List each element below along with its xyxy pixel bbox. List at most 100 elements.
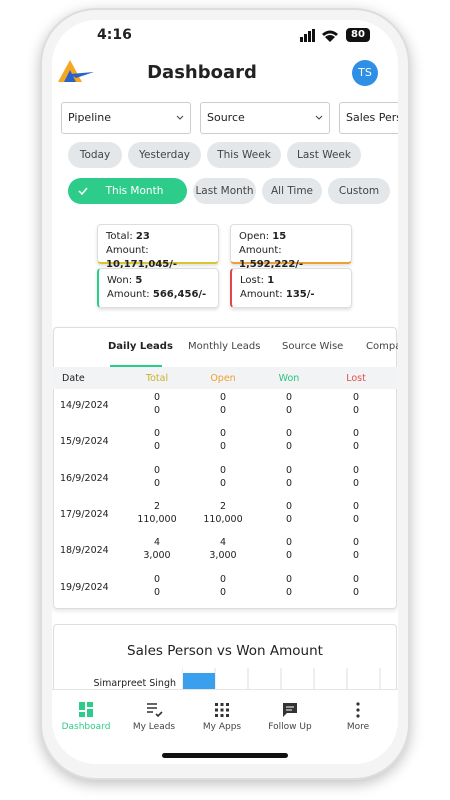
cell-count: 0 [153, 392, 161, 403]
cell-amount: 0 [219, 478, 227, 489]
cell-count: 0 [285, 501, 293, 512]
chip[interactable]: Today [68, 142, 122, 168]
cell-count: 0 [285, 574, 293, 585]
nav-label[interactable]: My Apps [202, 722, 242, 732]
card-text: Amount: [106, 245, 149, 256]
row-date: 15/9/2024 [60, 436, 109, 447]
row-date: 16/9/2024 [60, 473, 109, 484]
nav-icon-svg [283, 703, 297, 717]
nav-icon[interactable] [144, 700, 164, 720]
cell-amount: 0 [285, 587, 293, 598]
summary-card: Won: 5 Amount: 566,456/- [97, 268, 219, 308]
cell-amount: 0 [352, 478, 360, 489]
cell-amount: 0 [285, 405, 293, 416]
nav-label[interactable]: My Leads [132, 722, 176, 732]
row-date: 14/9/2024 [60, 400, 109, 411]
card-line: Open: 15 [239, 230, 343, 244]
battery: 80 [346, 28, 370, 42]
dropdown[interactable]: Source [200, 102, 330, 134]
cell-amount: 0 [153, 587, 161, 598]
cell-amount: 0 [153, 441, 161, 452]
screen: 4:16 80 Dashboard TS Sales Person vs Won… [52, 20, 398, 764]
card-text: 566,456/- [152, 289, 207, 300]
card-line: Lost: 1 [240, 274, 343, 288]
cell-count: 0 [285, 537, 293, 548]
nav-label[interactable]: Follow Up [268, 722, 312, 732]
chart-label: Simarpreet Singh [93, 678, 176, 689]
card-text: Amount: [239, 245, 282, 256]
nav-icon[interactable] [76, 700, 96, 720]
card-line: Amount: 566,456/- [107, 288, 210, 302]
chip[interactable]: Last Week [287, 142, 361, 168]
status-time: 4:16 [97, 27, 132, 43]
dropdown[interactable]: Sales Perso [339, 102, 398, 134]
cell-count: 4 [219, 537, 227, 548]
card-text: Amount: [107, 289, 150, 300]
tab[interactable]: Source Wise [282, 341, 344, 352]
cell-count: 0 [153, 465, 161, 476]
status-icons [300, 29, 338, 42]
cell-count: 0 [219, 574, 227, 585]
cell-count: 0 [352, 392, 360, 403]
cell-count: 0 [153, 574, 161, 585]
table-card [53, 327, 397, 609]
cell-amount: 0 [352, 405, 360, 416]
cell-amount: 0 [285, 478, 293, 489]
card-line: Amount: 1,592,222/- [239, 244, 343, 272]
chevron [315, 115, 323, 120]
column-header: Open [210, 373, 236, 384]
card-text: 1,592,222/- [239, 259, 304, 270]
card-text: 15 [272, 231, 287, 242]
tab[interactable]: Daily Leads [108, 341, 173, 352]
column-header: Lost [346, 373, 366, 384]
nav-icon-svg [215, 703, 229, 717]
card-line: Won: 5 [107, 274, 210, 288]
card-text: 135/- [285, 289, 315, 300]
cell-count: 2 [153, 501, 161, 512]
tab[interactable]: Monthly Leads [188, 341, 261, 352]
chip[interactable]: All Time [262, 178, 322, 204]
card-text: 10,171,045/- [106, 259, 178, 270]
chip[interactable]: Custom [328, 178, 390, 204]
cell-amount: 3,000 [143, 550, 171, 561]
chip[interactable]: Last Month [193, 178, 256, 204]
card-text: Amount: [240, 289, 283, 300]
chip[interactable]: Yesterday [128, 142, 201, 168]
row-date: 19/9/2024 [60, 582, 109, 593]
card-text: 23 [135, 231, 150, 242]
cell-count: 2 [219, 501, 227, 512]
nav-icon[interactable] [348, 700, 368, 720]
cell-count: 4 [153, 537, 161, 548]
cell-amount: 0 [219, 441, 227, 452]
cell-amount: 0 [153, 478, 161, 489]
row-date: 18/9/2024 [60, 545, 109, 556]
dropdown[interactable]: Pipeline [61, 102, 191, 134]
nav-label[interactable]: More [346, 722, 370, 732]
cell-count: 0 [219, 465, 227, 476]
cell-count: 0 [219, 392, 227, 403]
cell-amount: 0 [153, 405, 161, 416]
chip[interactable]: This Week [207, 142, 281, 168]
card-text: 1 [267, 275, 275, 286]
summary-card: Total: 23 Amount: 10,171,045/- [97, 224, 219, 270]
nav-icon-svg [79, 702, 93, 717]
chart-title: Sales Person vs Won Amount [127, 643, 323, 659]
card-text: Open: [239, 231, 270, 242]
cell-amount: 0 [285, 441, 293, 452]
bottom-nav [52, 689, 398, 764]
nav-label[interactable]: Dashboard [61, 722, 111, 732]
cell-amount: 0 [285, 550, 293, 561]
nav-icon[interactable] [212, 700, 232, 720]
logo [58, 60, 94, 82]
cell-count: 0 [352, 501, 360, 512]
home-indicator [162, 753, 288, 758]
chip[interactable]: This Month [68, 178, 187, 204]
nav-icon-svg [356, 702, 360, 718]
cell-amount: 0 [352, 441, 360, 452]
cell-amount: 110,000 [203, 514, 243, 525]
tab[interactable]: Compa [366, 341, 398, 352]
column-header: Won [278, 373, 300, 384]
nav-icon[interactable] [280, 700, 300, 720]
cell-amount: 110,000 [137, 514, 177, 525]
avatar[interactable]: TS [352, 60, 378, 86]
